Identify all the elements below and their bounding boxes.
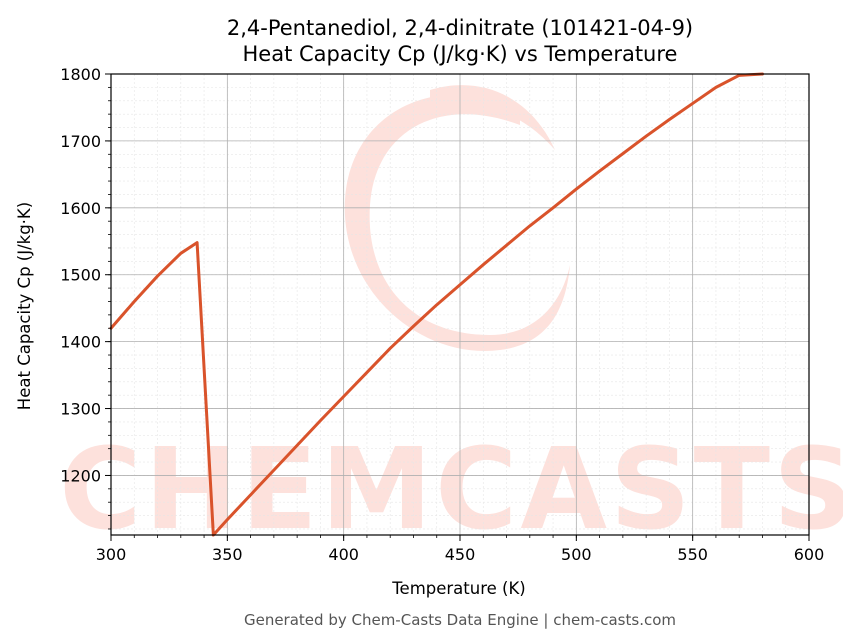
x-tick-label: 600 (794, 545, 825, 564)
chart-title: 2,4-Pentanediol, 2,4-dinitrate (101421-0… (227, 16, 693, 40)
y-tick-label: 1800 (60, 65, 101, 84)
series-line (109, 72, 764, 537)
x-tick-label: 450 (445, 545, 476, 564)
x-tick-label: 550 (677, 545, 708, 564)
y-axis-label: Heat Capacity Cp (J/kg·K) (15, 202, 34, 410)
watermark-logo: CHEMCASTS (59, 85, 843, 555)
y-tick-label: 1400 (60, 333, 101, 352)
watermark-swirl (344, 94, 570, 351)
y-tick-label: 1600 (60, 199, 101, 218)
x-tick-label: 400 (328, 545, 359, 564)
y-tick-label: 1500 (60, 266, 101, 285)
y-tick-label: 1700 (60, 132, 101, 151)
x-tick-label: 300 (96, 545, 127, 564)
x-axis-label: Temperature (K) (391, 579, 525, 598)
y-axis: 1200 1300 1400 1500 1600 1700 1800 (60, 65, 111, 530)
footer-credit: Generated by Chem-Casts Data Engine | ch… (244, 611, 676, 629)
y-tick-label: 1200 (60, 466, 101, 485)
major-grid (110, 73, 810, 535)
x-tick-label: 500 (561, 545, 592, 564)
y-tick-label: 1300 (60, 400, 101, 419)
watermark-swirl-top (430, 85, 555, 150)
chart-subtitle: Heat Capacity Cp (J/kg·K) vs Temperature (243, 42, 678, 66)
x-axis: 300 350 400 450 500 550 600 (96, 535, 825, 564)
x-tick-label: 350 (212, 545, 243, 564)
watermark-text: CHEMCASTS (59, 425, 843, 555)
